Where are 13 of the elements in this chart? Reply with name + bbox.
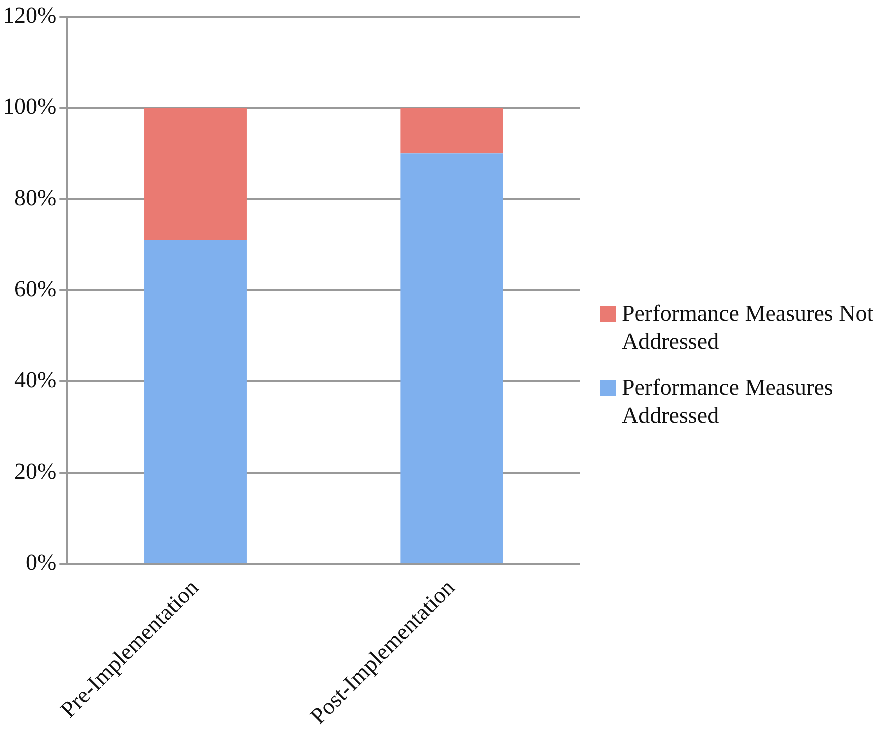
y-tick-label: 80% (14, 185, 57, 210)
bar (400, 108, 504, 154)
y-tick-label: 20% (14, 458, 57, 484)
y-tick-label: 120% (2, 2, 57, 28)
legend-label: Performance Measures Addressed (622, 374, 834, 430)
y-tick-label: 100% (2, 94, 57, 120)
y-tick-label: 60% (14, 276, 57, 302)
bar (400, 154, 504, 564)
y-tick-label: 40% (14, 368, 57, 393)
y-tick-label: 0% (26, 550, 57, 576)
legend-label: Performance Measures Not Addressed (622, 300, 875, 356)
bar (144, 108, 247, 240)
bar (144, 240, 247, 564)
